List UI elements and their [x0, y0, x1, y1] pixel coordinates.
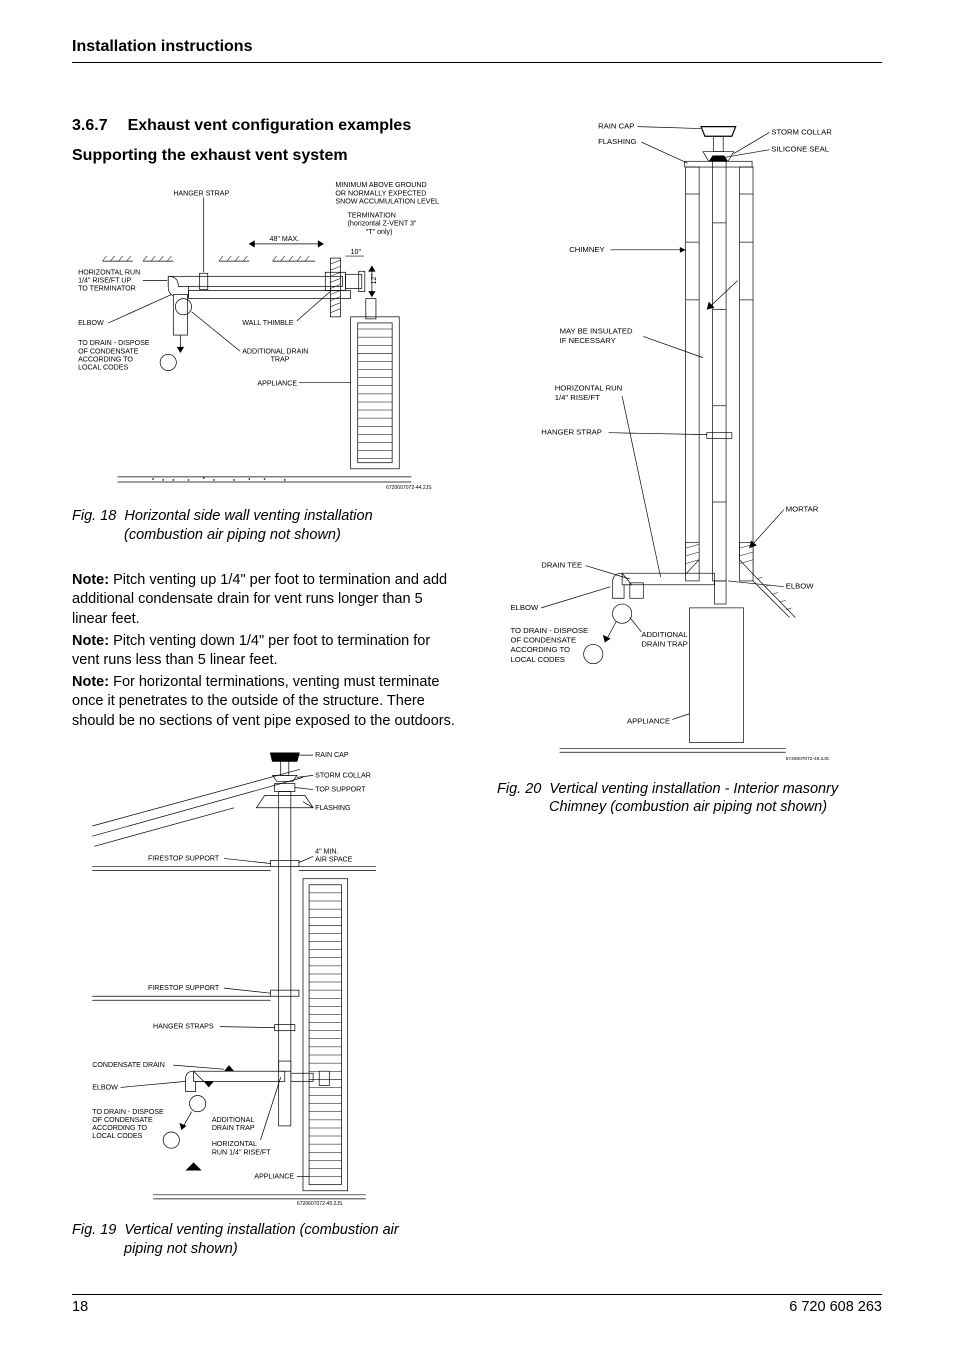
label-hanger-strap-20: HANGER STRAP: [541, 428, 602, 437]
label-add-drain-20: ADDITIONALDRAIN TRAP: [641, 630, 688, 649]
label-elbow-r-20: ELBOW: [786, 582, 815, 591]
caption-text-20a: Vertical venting installation - Interior…: [549, 781, 838, 797]
caption-num-20: Fig. 20: [497, 781, 541, 797]
label-to-drain-19: TO DRAIN - DISPOSEOF CONDENSATEACCORDING…: [92, 1108, 164, 1140]
figure-19: RAIN CAP STORM COLLAR TOP SUPPORT FLASHI…: [72, 747, 457, 1213]
label-add-drain: ADDITIONAL DRAINTRAP: [242, 347, 308, 363]
left-column: 3.6.7 Exhaust vent configuration example…: [72, 117, 457, 1259]
page-footer: 18 6 720 608 263: [72, 1294, 882, 1315]
label-hanger-straps: HANGER STRAPS: [153, 1023, 214, 1031]
figure-19-caption: Fig. 19 Vertical venting installation (c…: [72, 1221, 457, 1259]
label-wall-thimble: WALL THIMBLE: [242, 319, 294, 327]
caption-text-20b: Chimney (combustion air piping not shown…: [497, 798, 827, 817]
caption-text-19a: Vertical venting installation (combustio…: [124, 1222, 398, 1238]
note-1-label: Note:: [72, 572, 109, 588]
figure-20-svg: RAIN CAP FLASHING STORM COLLAR SILICONE …: [497, 117, 882, 772]
note-3-text: For horizontal terminations, venting mus…: [72, 674, 455, 729]
page-header: Installation instructions: [72, 38, 882, 63]
label-rain-cap: RAIN CAP: [315, 752, 349, 760]
label-elbow: ELBOW: [78, 319, 104, 327]
header-title: Installation instructions: [72, 38, 882, 56]
label-code-20: 6720607072-46.2JS: [786, 756, 829, 762]
label-to-drain-20: TO DRAIN - DISPOSEOF CONDENSATEACCORDING…: [510, 626, 588, 664]
label-appliance-19: APPLIANCE: [254, 1173, 294, 1181]
label-code: 6720607072-44.2JS: [386, 485, 432, 491]
label-chimney-20: CHIMNEY: [569, 245, 604, 254]
caption-text-b: (combustion air piping not shown): [72, 526, 341, 545]
figure-18-svg: HANGER STRAP MINIMUM ABOVE GROUNDOR NORM…: [72, 175, 457, 499]
figure-18-caption: Fig. 18 Horizontal side wall venting ins…: [72, 507, 457, 545]
label-cond-drain: CONDENSATE DRAIN: [92, 1062, 165, 1070]
section-number: 3.6.7: [72, 117, 108, 135]
label-firestop-2: FIRESTOP SUPPORT: [148, 985, 220, 993]
label-air-space: 4" MIN.AIR SPACE: [315, 848, 353, 864]
label-horiz-run-19: HORIZONTALRUN 1/4" RISE/FT: [212, 1141, 271, 1157]
subheading: Supporting the exhaust vent system: [72, 147, 457, 165]
note-2-label: Note:: [72, 633, 109, 649]
label-flashing-20: FLASHING: [598, 137, 636, 146]
note-1: Note: Pitch venting up 1/4" per foot to …: [72, 571, 457, 630]
section-heading: 3.6.7 Exhaust vent configuration example…: [72, 117, 457, 135]
note-2: Note: Pitch venting down 1/4" per foot t…: [72, 632, 457, 671]
label-to-drain: TO DRAIN - DISPOSEOF CONDENSATEACCORDING…: [78, 339, 150, 371]
page-number: 18: [72, 1299, 88, 1315]
label-horiz-run: HORIZONTAL RUN1/4" RISE/FT UPTO TERMINAT…: [78, 268, 140, 292]
label-min-ground: MINIMUM ABOVE GROUNDOR NORMALLY EXPECTED…: [335, 181, 439, 205]
label-drain-tee-20: DRAIN TEE: [541, 560, 582, 569]
right-column: RAIN CAP FLASHING STORM COLLAR SILICONE …: [497, 117, 882, 1259]
label-top-support: TOP SUPPORT: [315, 786, 366, 794]
label-12: 12": [370, 274, 378, 285]
label-elbow-l-20: ELBOW: [510, 603, 539, 612]
label-horiz-run-20: HORIZONTAL RUN1/4" RISE/FT: [555, 383, 622, 402]
note-3: Note: For horizontal terminations, venti…: [72, 673, 457, 732]
label-48max: 48" MAX.: [270, 235, 300, 243]
content-columns: 3.6.7 Exhaust vent configuration example…: [72, 117, 882, 1259]
label-flashing: FLASHING: [315, 804, 350, 812]
note-3-label: Note:: [72, 674, 109, 690]
label-10: 10": [351, 248, 362, 256]
label-firestop-1: FIRESTOP SUPPORT: [148, 855, 220, 863]
figure-20-caption: Fig. 20 Vertical venting installation - …: [497, 780, 882, 818]
label-rain-cap-20: RAIN CAP: [598, 122, 634, 131]
caption-num-19: Fig. 19: [72, 1222, 116, 1238]
header-rule: [72, 62, 882, 63]
label-add-drain-19: ADDITIONALDRAIN TRAP: [212, 1116, 255, 1132]
section-title: Exhaust vent configuration examples: [128, 117, 412, 135]
footer-rule: [72, 1294, 882, 1295]
label-code-19: 6720607072-45.2JS: [297, 1201, 343, 1207]
label-silicone-20: SILICONE SEAL: [771, 145, 829, 154]
label-storm-collar: STORM COLLAR: [315, 772, 371, 780]
caption-num: Fig. 18: [72, 508, 116, 524]
label-mortar-20: MORTAR: [786, 505, 819, 514]
label-storm-collar-20: STORM COLLAR: [771, 127, 832, 136]
label-appliance: APPLIANCE: [257, 380, 297, 388]
doc-number: 6 720 608 263: [789, 1299, 882, 1315]
label-hanger-strap: HANGER STRAP: [173, 189, 229, 197]
label-insulated-20: MAY BE INSULATEDIF NECESSARY: [560, 327, 633, 346]
note-1-text: Pitch venting up 1/4" per foot to termin…: [72, 572, 447, 627]
figure-20: RAIN CAP FLASHING STORM COLLAR SILICONE …: [497, 117, 882, 772]
caption-text-19b: piping not shown): [72, 1240, 238, 1259]
label-elbow-19: ELBOW: [92, 1084, 118, 1092]
caption-text-a: Horizontal side wall venting installatio…: [124, 508, 372, 524]
note-2-text: Pitch venting down 1/4" per foot to term…: [72, 633, 430, 669]
label-appliance-20: APPLIANCE: [627, 716, 670, 725]
label-termination: TERMINATION(horizontal Z-VENT 3""T" only…: [348, 212, 417, 236]
figure-18: HANGER STRAP MINIMUM ABOVE GROUNDOR NORM…: [72, 175, 457, 499]
figure-19-svg: RAIN CAP STORM COLLAR TOP SUPPORT FLASHI…: [72, 747, 457, 1213]
